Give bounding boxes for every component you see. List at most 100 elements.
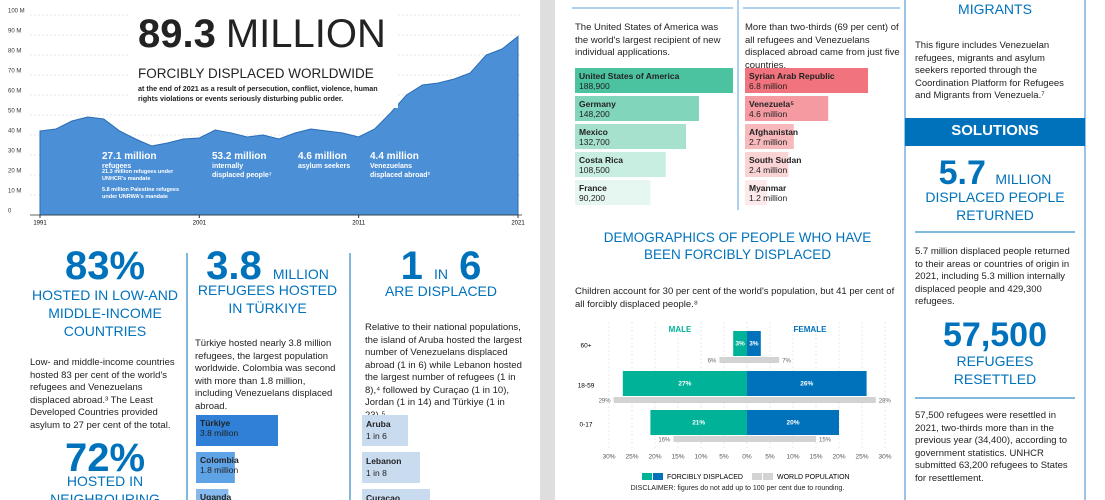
legend-swatch: [642, 473, 652, 480]
bar-value-label: 3%: [749, 341, 759, 348]
annotation: 4.6 million asylum seekers: [298, 152, 358, 171]
bar-value-label: 1.2 million: [749, 192, 788, 203]
stat: 83%: [64, 244, 146, 288]
bar: [747, 410, 839, 435]
stat-heading: HOSTED IN NEIGHBOURING: [50, 473, 160, 500]
card-name: Lebanon: [366, 456, 402, 466]
bar-label: Colombia: [200, 455, 239, 465]
x-tick-label: 2001: [193, 221, 207, 227]
card-name: Aruba: [366, 419, 391, 429]
annotation-value: 4.6 million: [298, 151, 347, 162]
bar-label: United States of America: [579, 71, 680, 81]
stat-heading: ARE DISPLACED: [384, 283, 498, 299]
bar: [613, 397, 747, 403]
bar-label: Germany: [579, 99, 616, 109]
bar-value-label: 1.8 million: [200, 464, 239, 475]
stat-unit: IN: [434, 266, 448, 282]
stat-heading: REFUGEES RESETTLED: [953, 353, 1037, 387]
bar: [733, 331, 747, 356]
bar-label: Türkiye: [200, 418, 231, 428]
ratio-card: Aruba 1 in 6: [362, 415, 408, 446]
bar-label: France: [579, 183, 607, 193]
y-tick-label: 20 M: [8, 169, 21, 175]
stat-value: 1: [400, 244, 423, 288]
bar: [575, 180, 651, 205]
bar-value-label: 6%: [708, 359, 717, 365]
bar-value-label: 90,200: [579, 192, 605, 203]
x-tick-label: 2021: [511, 221, 525, 227]
stat-value: 5.7: [938, 154, 986, 192]
row-label: 60+: [580, 343, 591, 350]
bar-value-label: 2.4 million: [749, 164, 788, 175]
bar-label: Myanmar: [749, 183, 787, 193]
x-tick-label: 10%: [694, 454, 707, 461]
bar-label: Syrian Arab Republic: [749, 71, 835, 81]
annotation-label: refugees: [102, 163, 132, 170]
bar-value-label: 27%: [678, 381, 691, 388]
bar-value-label: 108,500: [579, 164, 610, 175]
bar: [745, 124, 794, 149]
y-tick-label: 40 M: [8, 129, 21, 135]
x-tick-label: 20%: [832, 454, 845, 461]
bar: [747, 331, 761, 356]
x-tick-label: 30%: [878, 454, 891, 461]
x-tick-label: 25%: [625, 454, 638, 461]
section-title: DEMOGRAPHICS OF PEOPLE WHO HAVE BEEN FOR…: [603, 230, 872, 262]
legend-label: FORCIBLY DISPLACED: [667, 474, 743, 481]
y-tick-label: 100 M: [8, 9, 25, 15]
stat-heading: REFUGEES HOSTED IN TÜRKIYE: [197, 282, 338, 316]
chart-description: at the end of 2021 as a result of persec…: [138, 84, 378, 103]
bar-value-label: 2.7 million: [749, 136, 788, 147]
bar: [747, 436, 816, 442]
section-title: SOLUTIONS: [951, 122, 1039, 139]
x-tick-label: 0%: [742, 454, 752, 461]
title-value: 89.3: [138, 12, 216, 56]
bar: [196, 489, 229, 500]
bar-value-label: 16%: [658, 438, 671, 444]
stat-unit: MILLION: [272, 266, 329, 282]
annotation-value: 53.2 million: [212, 151, 267, 162]
paragraph: 5.7 million displaced people returned to…: [915, 246, 1070, 307]
bar: [575, 96, 699, 121]
paragraph: This figure includes Venezuelan refugees…: [915, 40, 1064, 101]
legend-swatch: [752, 473, 762, 480]
bar-value-label: 3.8 million: [200, 427, 239, 438]
paragraph: Low- and middle-income countries hosted …: [30, 357, 175, 431]
annotation: 27.1 million refugees: [102, 152, 162, 171]
sub-annotation: 5.8 million Palestine refugees under UNR…: [102, 187, 180, 200]
annotation-label: Venezuelans displaced abroad²: [370, 163, 430, 179]
bar: [747, 397, 876, 403]
ratio-card: Curaçao: [362, 489, 430, 500]
bar-value-label: 15%: [819, 438, 832, 444]
y-tick-label: 70 M: [8, 69, 21, 75]
solutions-band: [905, 118, 1085, 146]
bar-label: Uganda: [200, 492, 232, 500]
bar: [575, 68, 733, 93]
chart-title: 89.3 MILLION: [138, 12, 386, 57]
x-tick-label: 15%: [671, 454, 684, 461]
bar: [622, 371, 747, 396]
bar-value-label: 3%: [735, 341, 745, 348]
bar-value-label: 148,200: [579, 108, 610, 119]
x-tick-label: 5%: [719, 454, 729, 461]
x-tick-label: 25%: [855, 454, 868, 461]
x-tick-label: 20%: [648, 454, 661, 461]
bar-value-label: 26%: [800, 381, 813, 388]
bar-value-label: 132,700: [579, 136, 610, 147]
annotation-value: 4.4 million: [370, 151, 419, 162]
bar-label: South Sudan: [749, 155, 802, 165]
bar-value-label: 28%: [879, 399, 892, 405]
annotation-label: asylum seekers: [298, 163, 351, 170]
bar-value-label: 6.8 million: [749, 80, 788, 91]
title-unit: MILLION: [225, 12, 386, 56]
bar-label: Mexico: [579, 127, 608, 137]
paragraph: The United States of America was the wor…: [575, 22, 721, 58]
annotation: 53.2 million internally displaced people⁷: [212, 152, 274, 180]
bar-value-label: 20%: [786, 420, 799, 427]
bar: [745, 68, 868, 93]
ratio-card: Lebanon 1 in 8: [362, 452, 420, 483]
area: [39, 35, 519, 216]
group-label: MALE: [669, 325, 692, 334]
x-tick-label: 1991: [33, 221, 47, 227]
x-tick-label: 5%: [765, 454, 775, 461]
